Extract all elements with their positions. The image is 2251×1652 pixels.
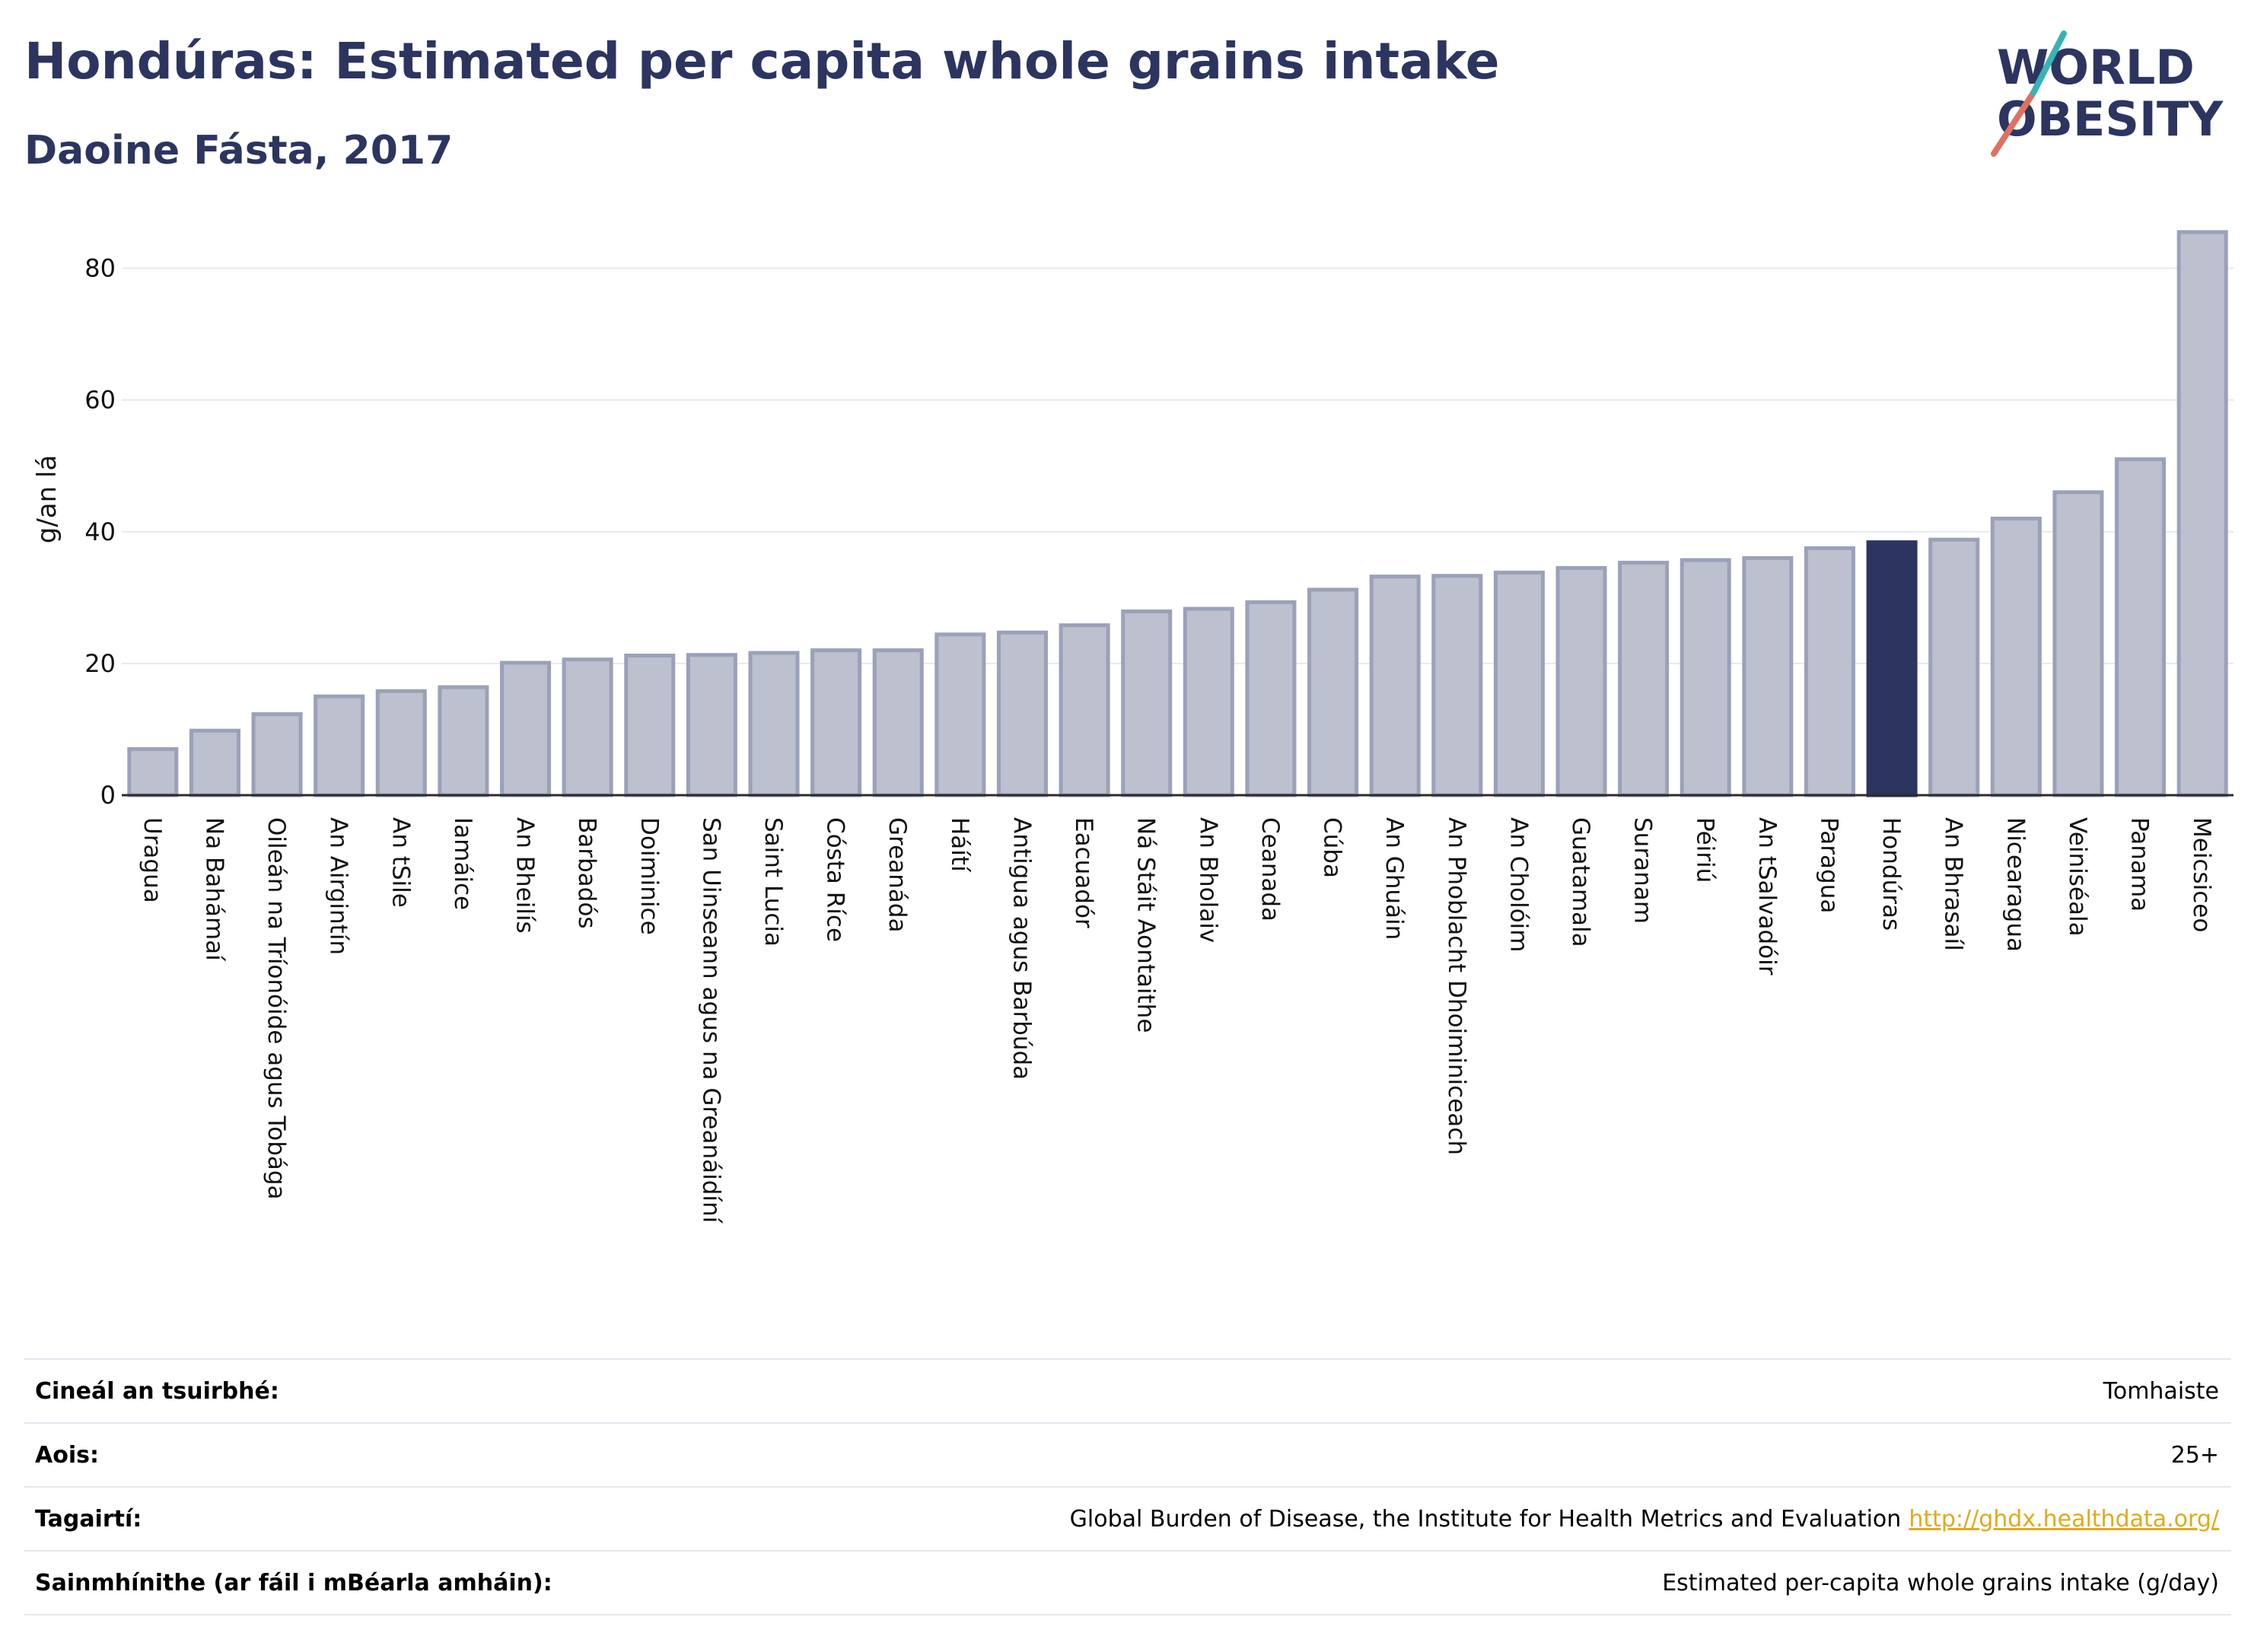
x-tick-label: Cúba [1319, 817, 1346, 878]
meta-row-survey-type: Cineál an tsuirbhé: Tomhaiste [24, 1358, 2231, 1422]
x-tick-label: Péiriú [1691, 817, 1718, 883]
x-tick-label: Iamáice [449, 817, 476, 910]
bar [872, 648, 924, 797]
y-tick-label: 40 [84, 517, 116, 546]
bar [127, 746, 179, 797]
bar [562, 657, 613, 797]
meta-key: Aois: [35, 1441, 99, 1469]
bar-chart: 0 20 40 60 80 g/an lá Uragua Na Bahámaí Oileán n… [32, 230, 2233, 1224]
bar [934, 632, 986, 797]
x-tick-label: Barbadós [573, 817, 600, 928]
bar [1742, 555, 1794, 797]
metadata-table: Cineál an tsuirbhé: Tomhaiste Aois: 25+ … [24, 1358, 2231, 1615]
bar [1679, 558, 1731, 797]
meta-key: Cineál an tsuirbhé: [35, 1377, 279, 1405]
world-obesity-logo: WORLD OBESITY [1991, 30, 2224, 157]
bar [314, 694, 365, 797]
bar [2115, 457, 2167, 797]
bar [500, 660, 552, 797]
x-tick-label: Háítí [946, 817, 973, 873]
meta-value: Estimated per-capita whole grains intake… [1662, 1569, 2219, 1596]
meta-value: 25+ [2170, 1441, 2219, 1469]
logo-word-world: WORLD [1997, 40, 2195, 95]
x-tick-label: Na Bahámaí [200, 817, 228, 962]
x-tick-label: Saint Lucia [759, 817, 787, 947]
x-tick-label: San Uinseann agus na Greanáidíní [697, 817, 724, 1224]
bar [438, 685, 489, 797]
bar [1928, 537, 1980, 797]
x-tick-label: An tSile [387, 817, 414, 908]
x-tick-label: Antigua agus Barbúda [1008, 817, 1035, 1080]
x-tick-label: An Bholaiv [1194, 817, 1221, 943]
x-tick-label: Ceanada [1256, 817, 1284, 921]
x-tick-label: Panama [2126, 817, 2154, 912]
bar [686, 653, 737, 797]
x-tick-label: An tSalvadóir [1753, 817, 1781, 976]
x-tick-label: Suranam [1629, 817, 1657, 924]
y-tick-label: 0 [100, 781, 116, 810]
bar [1618, 560, 1670, 797]
bar [375, 689, 427, 797]
bar [1307, 587, 1359, 797]
bar [748, 651, 800, 797]
bar [996, 630, 1048, 797]
x-tick-label: Oileán na Tríonóide agus Tobága [263, 817, 290, 1200]
bar [624, 654, 676, 797]
bar [1431, 574, 1483, 797]
x-tick-label: An Cholóim [1504, 817, 1532, 952]
y-tick-label: 60 [84, 386, 116, 415]
bar [1245, 600, 1297, 797]
meta-row-definitions: Sainmhínithe (ar fáil i mBéarla amháin):… [24, 1550, 2231, 1615]
bar [251, 712, 303, 797]
x-tick-label: Cósta Ríce [822, 817, 849, 942]
bar [1183, 606, 1234, 797]
bar [810, 648, 862, 797]
y-axis-label: g/an lá [32, 455, 62, 544]
x-tick-label: Ná Stáit Aontaithe [1132, 817, 1160, 1033]
x-tick-label: Veiniséala [2064, 817, 2091, 937]
meta-key: Tagairtí: [35, 1505, 142, 1533]
x-tick-label: Meicsiceo [2188, 817, 2215, 932]
bar [1990, 516, 2042, 797]
logo-word-obesity: OBESITY [1997, 91, 2224, 147]
x-tick-label: An Phoblacht Dhoiminiceach [1443, 817, 1470, 1155]
reference-link[interactable]: http://ghdx.healthdata.org/ [1909, 1505, 2219, 1533]
x-tick-label: Paragua [1815, 817, 1842, 913]
x-tick-label: Uragua [138, 817, 166, 903]
x-tick-label: An Bhrasaíl [1940, 817, 1967, 951]
x-tick-label: Doiminice [635, 817, 663, 935]
meta-value: Tomhaiste [2103, 1377, 2219, 1405]
meta-row-age: Aois: 25+ [24, 1422, 2231, 1486]
meta-value-references: Global Burden of Disease, the Institute … [1070, 1506, 2231, 1533]
bar [2052, 490, 2104, 797]
x-tick-label: Greanáda [884, 817, 911, 932]
bar [189, 728, 240, 797]
y-tick-label: 80 [84, 254, 116, 283]
x-tick-label: Hondúras [1877, 817, 1905, 931]
bar [1493, 570, 1545, 797]
reference-text: Global Burden of Disease, the Institute … [1069, 1505, 1902, 1533]
x-tick-label: An Ghuáin [1380, 817, 1408, 940]
bar [1369, 575, 1421, 797]
meta-row-references: Tagairtí: Global Burden of Disease, the … [24, 1486, 2231, 1550]
y-tick-label: 20 [84, 649, 116, 678]
x-tick-label: An Airgintín [325, 817, 352, 955]
meta-key: Sainmhínithe (ar fáil i mBéarla amháin): [35, 1569, 552, 1596]
bar [1059, 623, 1110, 797]
x-tick-label: Nicearagua [2001, 817, 2029, 952]
chart-title: Hondúras: Estimated per capita whole gra… [24, 32, 1500, 91]
bar [1804, 546, 1856, 797]
bar [1121, 610, 1173, 797]
bar [2176, 230, 2228, 797]
x-tick-label: Eacuadór [1070, 817, 1097, 928]
bar-highlighted [1866, 540, 1918, 797]
x-tick-label: Guatamala [1567, 817, 1594, 947]
bar [1555, 565, 1607, 797]
x-tick-label: An Bheilís [511, 817, 539, 934]
chart-subtitle: Daoine Fásta, 2017 [24, 128, 454, 173]
